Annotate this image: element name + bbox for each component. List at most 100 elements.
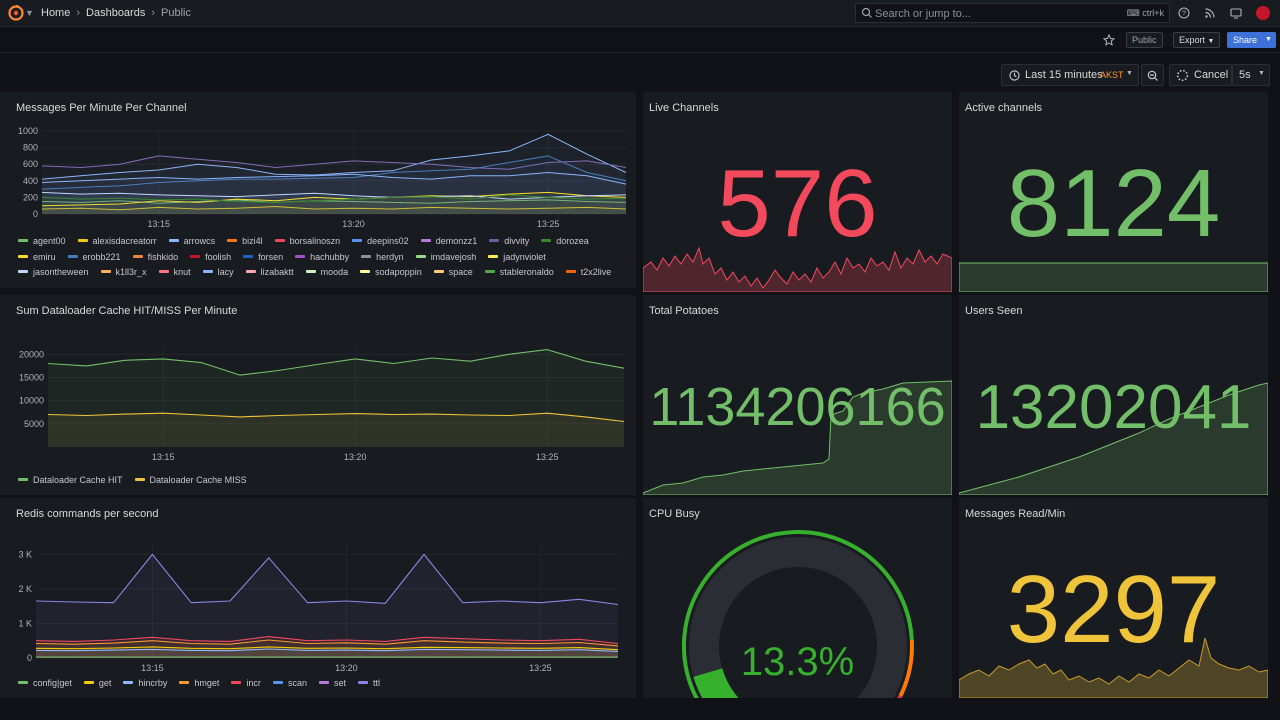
series-line-lacy xyxy=(41,172,627,185)
help-icon[interactable]: ? xyxy=(1178,7,1190,19)
legend-swatch xyxy=(274,239,285,243)
panel-total-potatoes[interactable]: Total Potatoes 1134206166 xyxy=(643,295,952,495)
breadcrumb-dashboards[interactable]: Dashboards xyxy=(86,7,146,19)
legend-item[interactable]: Dataloader Cache HIT xyxy=(18,473,123,489)
legend-item[interactable]: erobb221 xyxy=(67,250,121,266)
legend-label: jasontheween xyxy=(33,267,89,278)
legend-item[interactable]: mooda xyxy=(305,265,348,281)
y-tick-label: 20000 xyxy=(19,349,44,359)
legend-swatch xyxy=(18,254,28,258)
legend-item[interactable]: stableronaldo xyxy=(484,265,554,281)
dataloader-cache-chart[interactable]: 5000 10000 15000 20000 13:15 13:20 13:25 xyxy=(0,335,636,475)
user-avatar[interactable] xyxy=(1256,6,1270,20)
legend-item[interactable]: t2x2live xyxy=(565,265,611,281)
panel-live-channels[interactable]: Live Channels 576 xyxy=(643,92,952,292)
legend-item[interactable]: foolish xyxy=(190,250,231,266)
legend-item[interactable]: hincrby xyxy=(123,676,167,692)
zoom-out-button[interactable] xyxy=(1141,64,1164,86)
legend-item[interactable]: Dataloader Cache MISS xyxy=(134,473,247,489)
legend-item[interactable]: config|get xyxy=(18,676,72,692)
chevron-down-icon: ▼ xyxy=(1126,70,1133,77)
legend-item[interactable]: herdyn xyxy=(361,250,404,266)
legend-item[interactable]: incr xyxy=(231,676,261,692)
series-area-ttl xyxy=(36,554,618,658)
search-shortcut: ⌨ ctrl+k xyxy=(1126,8,1164,18)
x-tick-label: 13:25 xyxy=(529,663,552,673)
redis-commands-chart[interactable]: 0 1 K 2 K 3 K 13:15 13:20 13:25 xyxy=(0,538,636,678)
legend-label: foolish xyxy=(205,251,232,262)
legend-item[interactable]: alexisdacreatorr xyxy=(77,234,157,250)
panel-active-channels[interactable]: Active channels 8124 xyxy=(959,92,1268,292)
legend-item[interactable]: tomekasa xyxy=(18,281,72,284)
legend-swatch xyxy=(245,270,256,274)
legend-item[interactable]: lizabaktt xyxy=(245,265,294,281)
legend-item[interactable]: lacy xyxy=(202,265,234,281)
stat-value: 1134206166 xyxy=(649,377,946,437)
share-button[interactable]: Share xyxy=(1227,32,1264,48)
legend-item[interactable]: set xyxy=(318,676,346,692)
legend-swatch xyxy=(361,254,372,258)
grafana-logo-icon[interactable] xyxy=(8,5,24,21)
legend-item[interactable]: forsen xyxy=(243,250,283,266)
panel-cpu-busy[interactable]: CPU Busy 13.3% xyxy=(643,498,952,698)
legend-item[interactable]: get xyxy=(83,676,111,692)
y-tick-label: 5000 xyxy=(24,419,44,429)
legend-item[interactable]: k1ll3r_x xyxy=(100,265,147,281)
chevron-down-icon[interactable]: ▼ xyxy=(25,8,34,18)
panel-users-seen[interactable]: Users Seen 13202041 xyxy=(959,295,1268,495)
panel-messages-read[interactable]: Messages Read/Min 3297 xyxy=(959,498,1268,698)
rss-news-icon[interactable] xyxy=(1204,7,1216,19)
legend-item[interactable]: sodapoppin xyxy=(360,265,422,281)
legend-swatch xyxy=(67,254,78,258)
legend-item[interactable]: bizi4l xyxy=(227,234,263,250)
panel-dataloader-cache[interactable]: Sum Dataloader Cache HIT/MISS Per Minute… xyxy=(0,295,636,495)
series-area-hincrby xyxy=(36,649,618,658)
legend-swatch xyxy=(132,254,143,258)
legend-item[interactable]: knut xyxy=(158,265,191,281)
legend-item[interactable]: hachubby xyxy=(295,250,349,266)
legend-item[interactable]: ttl xyxy=(357,676,380,692)
legend-item[interactable]: agent00 xyxy=(18,234,66,250)
legend-item[interactable]: dorozea xyxy=(541,234,589,250)
legend-item[interactable]: xqc xyxy=(137,281,166,284)
legend-swatch xyxy=(123,681,134,685)
legend-label: incr xyxy=(246,678,261,688)
legend-item[interactable]: imdavejosh xyxy=(415,250,476,266)
panel-title: Messages Per Minute Per Channel xyxy=(16,102,187,114)
legend-item[interactable]: divvity xyxy=(489,234,529,250)
legend-swatch xyxy=(415,254,426,258)
sparkline xyxy=(959,262,1268,292)
legend-item[interactable]: fishkido xyxy=(132,250,178,266)
cancel-refresh-button[interactable]: Cancel xyxy=(1169,64,1232,86)
legend-item[interactable]: borsalinoszn xyxy=(274,234,340,250)
legend-item[interactable]: velcuz xyxy=(84,281,125,284)
spinner-icon xyxy=(1176,69,1189,82)
legend-item[interactable]: scan xyxy=(272,676,307,692)
legend-item[interactable]: hmget xyxy=(179,676,219,692)
legend-item[interactable]: space xyxy=(433,265,473,281)
threshold-green xyxy=(681,530,914,698)
export-button[interactable]: Export ▼ xyxy=(1173,32,1221,48)
legend-item[interactable]: demonzz1 xyxy=(420,234,477,250)
legend-item[interactable]: arrowcs xyxy=(168,234,215,250)
legend-item[interactable]: jadynviolet xyxy=(488,250,546,266)
legend-item[interactable]: deepins02 xyxy=(352,234,409,250)
time-picker-button[interactable]: Last 15 minutes AKST ▼ xyxy=(1001,64,1139,86)
gauge-value-arc xyxy=(693,667,739,698)
kiosk-mode-icon[interactable] xyxy=(1230,7,1242,19)
search-input[interactable]: Search or jump to... ⌨ ctrl+k xyxy=(855,3,1170,23)
share-options-chevron-icon[interactable]: ▼ xyxy=(1261,32,1276,48)
breadcrumb-home[interactable]: Home xyxy=(41,7,71,19)
series-area-hmget xyxy=(36,640,618,658)
panel-redis-commands[interactable]: Redis commands per second 0 1 K 2 K 3 K 13:1… xyxy=(0,498,636,698)
panel-messages-per-minute[interactable]: Messages Per Minute Per Channel 0 200 400 6… xyxy=(0,92,636,288)
search-placeholder: Search or jump to... xyxy=(875,8,971,20)
search-icon xyxy=(861,7,872,18)
legend-item[interactable]: jasontheween xyxy=(18,265,89,281)
legend-item[interactable]: emiru xyxy=(18,250,56,266)
sparkline xyxy=(643,246,952,292)
star-icon[interactable] xyxy=(1103,34,1115,46)
legend-item[interactable]: yourragegaming xyxy=(178,281,258,284)
messages-per-minute-chart[interactable]: 0 200 400 600 800 1000 13:15 13:20 13:25 xyxy=(0,126,636,236)
refresh-interval-picker[interactable]: 5s ▼ xyxy=(1232,64,1270,86)
